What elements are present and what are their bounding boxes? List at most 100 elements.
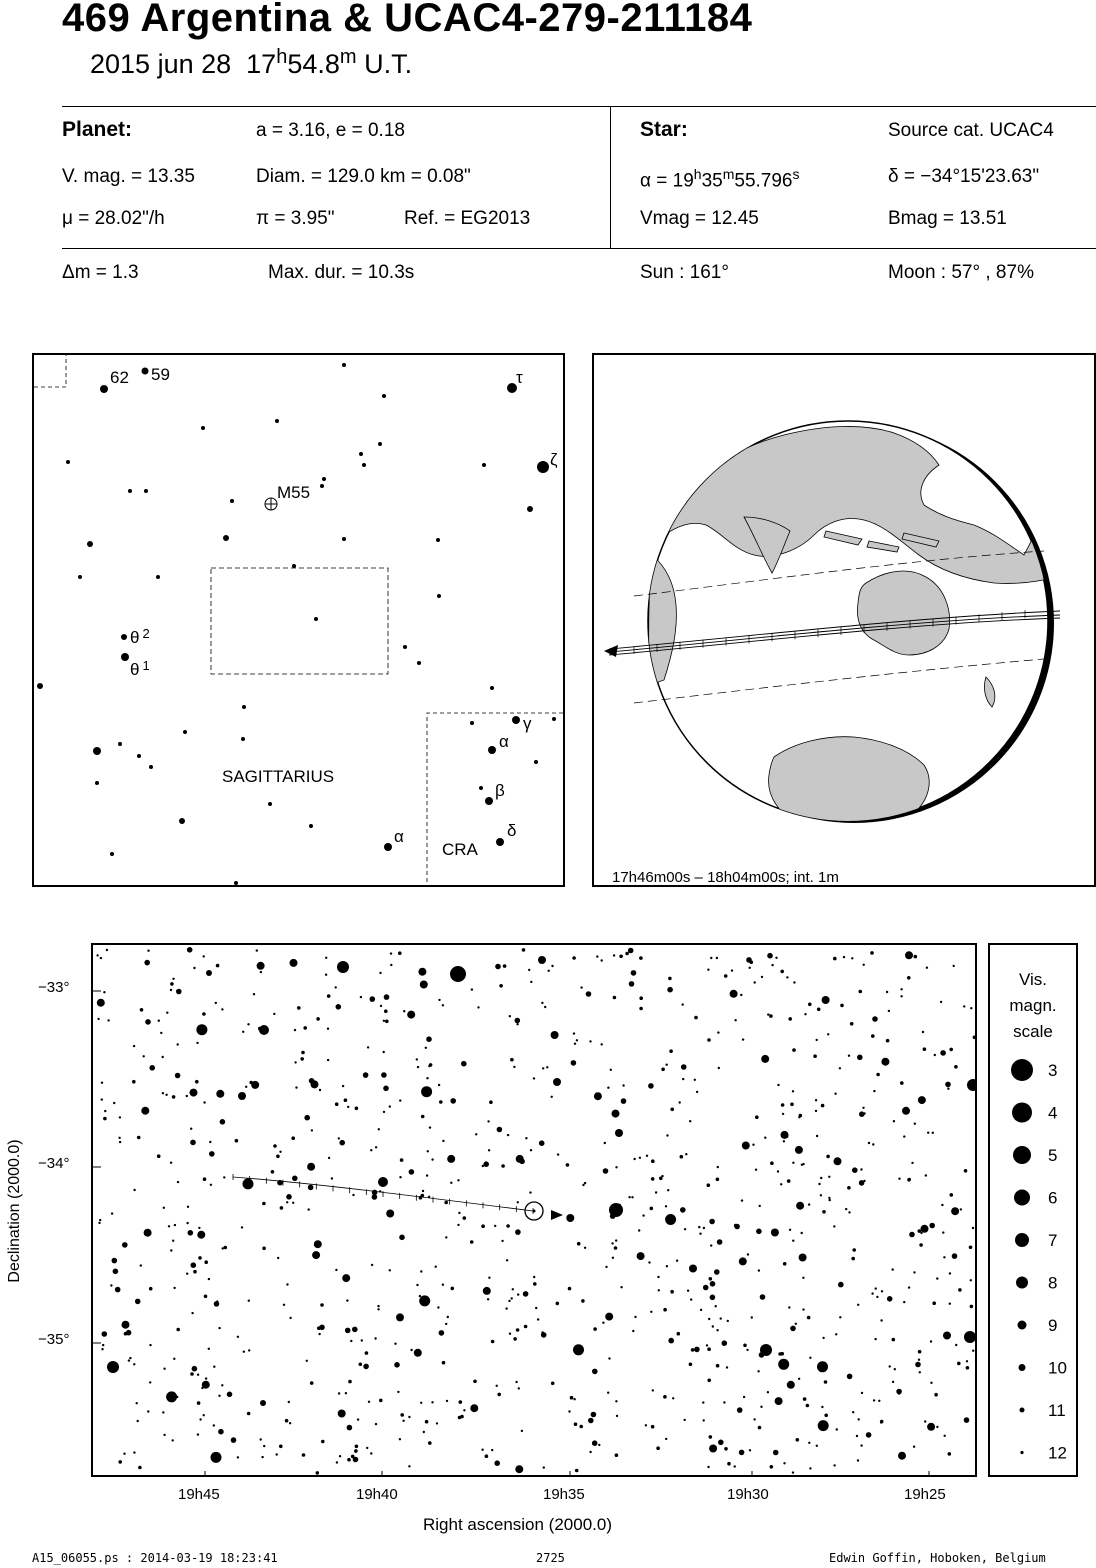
background-star [947, 1087, 950, 1090]
background-star [917, 1229, 922, 1233]
finder-star [137, 754, 141, 758]
background-star [354, 1106, 359, 1111]
background-star [788, 1228, 792, 1231]
background-star [186, 1205, 190, 1208]
background-star [608, 1357, 611, 1360]
star-label-tau: τ [516, 368, 523, 387]
planet-parallax: π = 3.95" [256, 208, 335, 229]
background-star [693, 1078, 696, 1081]
scale-dot [1012, 1102, 1032, 1123]
background-star [802, 1397, 807, 1401]
background-star [707, 1347, 711, 1351]
background-star [707, 1038, 711, 1042]
background-star [939, 1000, 943, 1004]
star-label-62: 62 [110, 368, 129, 387]
background-star [860, 1391, 864, 1395]
background-star [915, 1361, 921, 1368]
background-star [679, 1154, 684, 1159]
background-star [481, 1164, 484, 1168]
background-star [710, 956, 713, 960]
background-star [316, 1017, 320, 1021]
background-star [780, 1103, 785, 1107]
background-star [707, 968, 710, 971]
background-star [335, 1461, 339, 1464]
background-star [683, 1228, 687, 1231]
background-star [176, 1043, 179, 1046]
background-star [149, 1343, 152, 1347]
finder-star [183, 730, 187, 734]
background-star [738, 1257, 747, 1266]
background-star [632, 1329, 635, 1333]
background-star [912, 1445, 916, 1448]
background-star [622, 1084, 625, 1087]
background-star [708, 1317, 711, 1321]
background-star [835, 1333, 838, 1336]
background-star [625, 951, 629, 956]
finder-star [144, 489, 148, 493]
finder-star [87, 541, 93, 547]
background-star [570, 1060, 577, 1066]
background-star [207, 1347, 210, 1350]
background-star [602, 1321, 605, 1324]
background-star [800, 1163, 804, 1166]
background-star [748, 966, 751, 969]
background-star [212, 1424, 215, 1427]
background-star [508, 1299, 511, 1303]
earth-globe-panel: 17h46m00s – 18h04m00s; int. 1m [592, 353, 1096, 887]
background-star [699, 1308, 703, 1312]
finder-star [309, 824, 313, 828]
background-star [161, 1092, 165, 1095]
background-star [867, 1141, 871, 1145]
background-star [784, 1134, 789, 1138]
background-star [794, 1322, 797, 1325]
background-star [447, 1154, 456, 1163]
background-star [186, 947, 193, 953]
background-star [769, 1014, 773, 1018]
background-star [284, 1418, 289, 1423]
background-star [383, 1085, 389, 1092]
background-star [665, 1437, 668, 1441]
star-label-gamma: γ [523, 714, 532, 733]
finder-star [512, 716, 520, 724]
background-star [947, 1452, 952, 1456]
background-star [717, 1066, 720, 1070]
scale-label: 4 [1048, 1104, 1057, 1123]
background-star [382, 1110, 386, 1114]
background-star [113, 1101, 116, 1105]
background-star [207, 1277, 211, 1281]
background-star [139, 1008, 144, 1012]
background-star [717, 1031, 720, 1034]
background-star [105, 948, 109, 952]
background-star [515, 1229, 521, 1235]
background-star [431, 1401, 434, 1404]
background-star [614, 1453, 619, 1457]
finder-star [234, 881, 238, 885]
finder-star [490, 686, 494, 690]
background-star [971, 1226, 975, 1230]
scale-dot [1016, 1276, 1028, 1289]
chart-ticks [93, 990, 930, 1475]
background-star [400, 1413, 405, 1417]
background-star [213, 1365, 216, 1368]
background-star [171, 1439, 174, 1442]
bright-star [378, 1177, 388, 1187]
background-star [886, 1296, 893, 1302]
background-star [344, 1392, 348, 1395]
background-star [591, 1440, 598, 1446]
background-star [234, 1138, 239, 1143]
background-star [97, 1017, 100, 1021]
background-star [619, 954, 623, 959]
background-star [942, 1231, 945, 1234]
background-star [162, 1411, 165, 1414]
background-star [639, 1006, 643, 1011]
background-star [851, 957, 854, 960]
background-star [897, 1392, 901, 1395]
background-star [546, 1066, 549, 1069]
background-star [924, 1174, 928, 1177]
background-star [808, 1002, 812, 1007]
background-star [335, 1004, 342, 1010]
background-star [370, 1263, 374, 1267]
background-star [872, 1016, 878, 1022]
scale-label: 10 [1048, 1359, 1067, 1378]
